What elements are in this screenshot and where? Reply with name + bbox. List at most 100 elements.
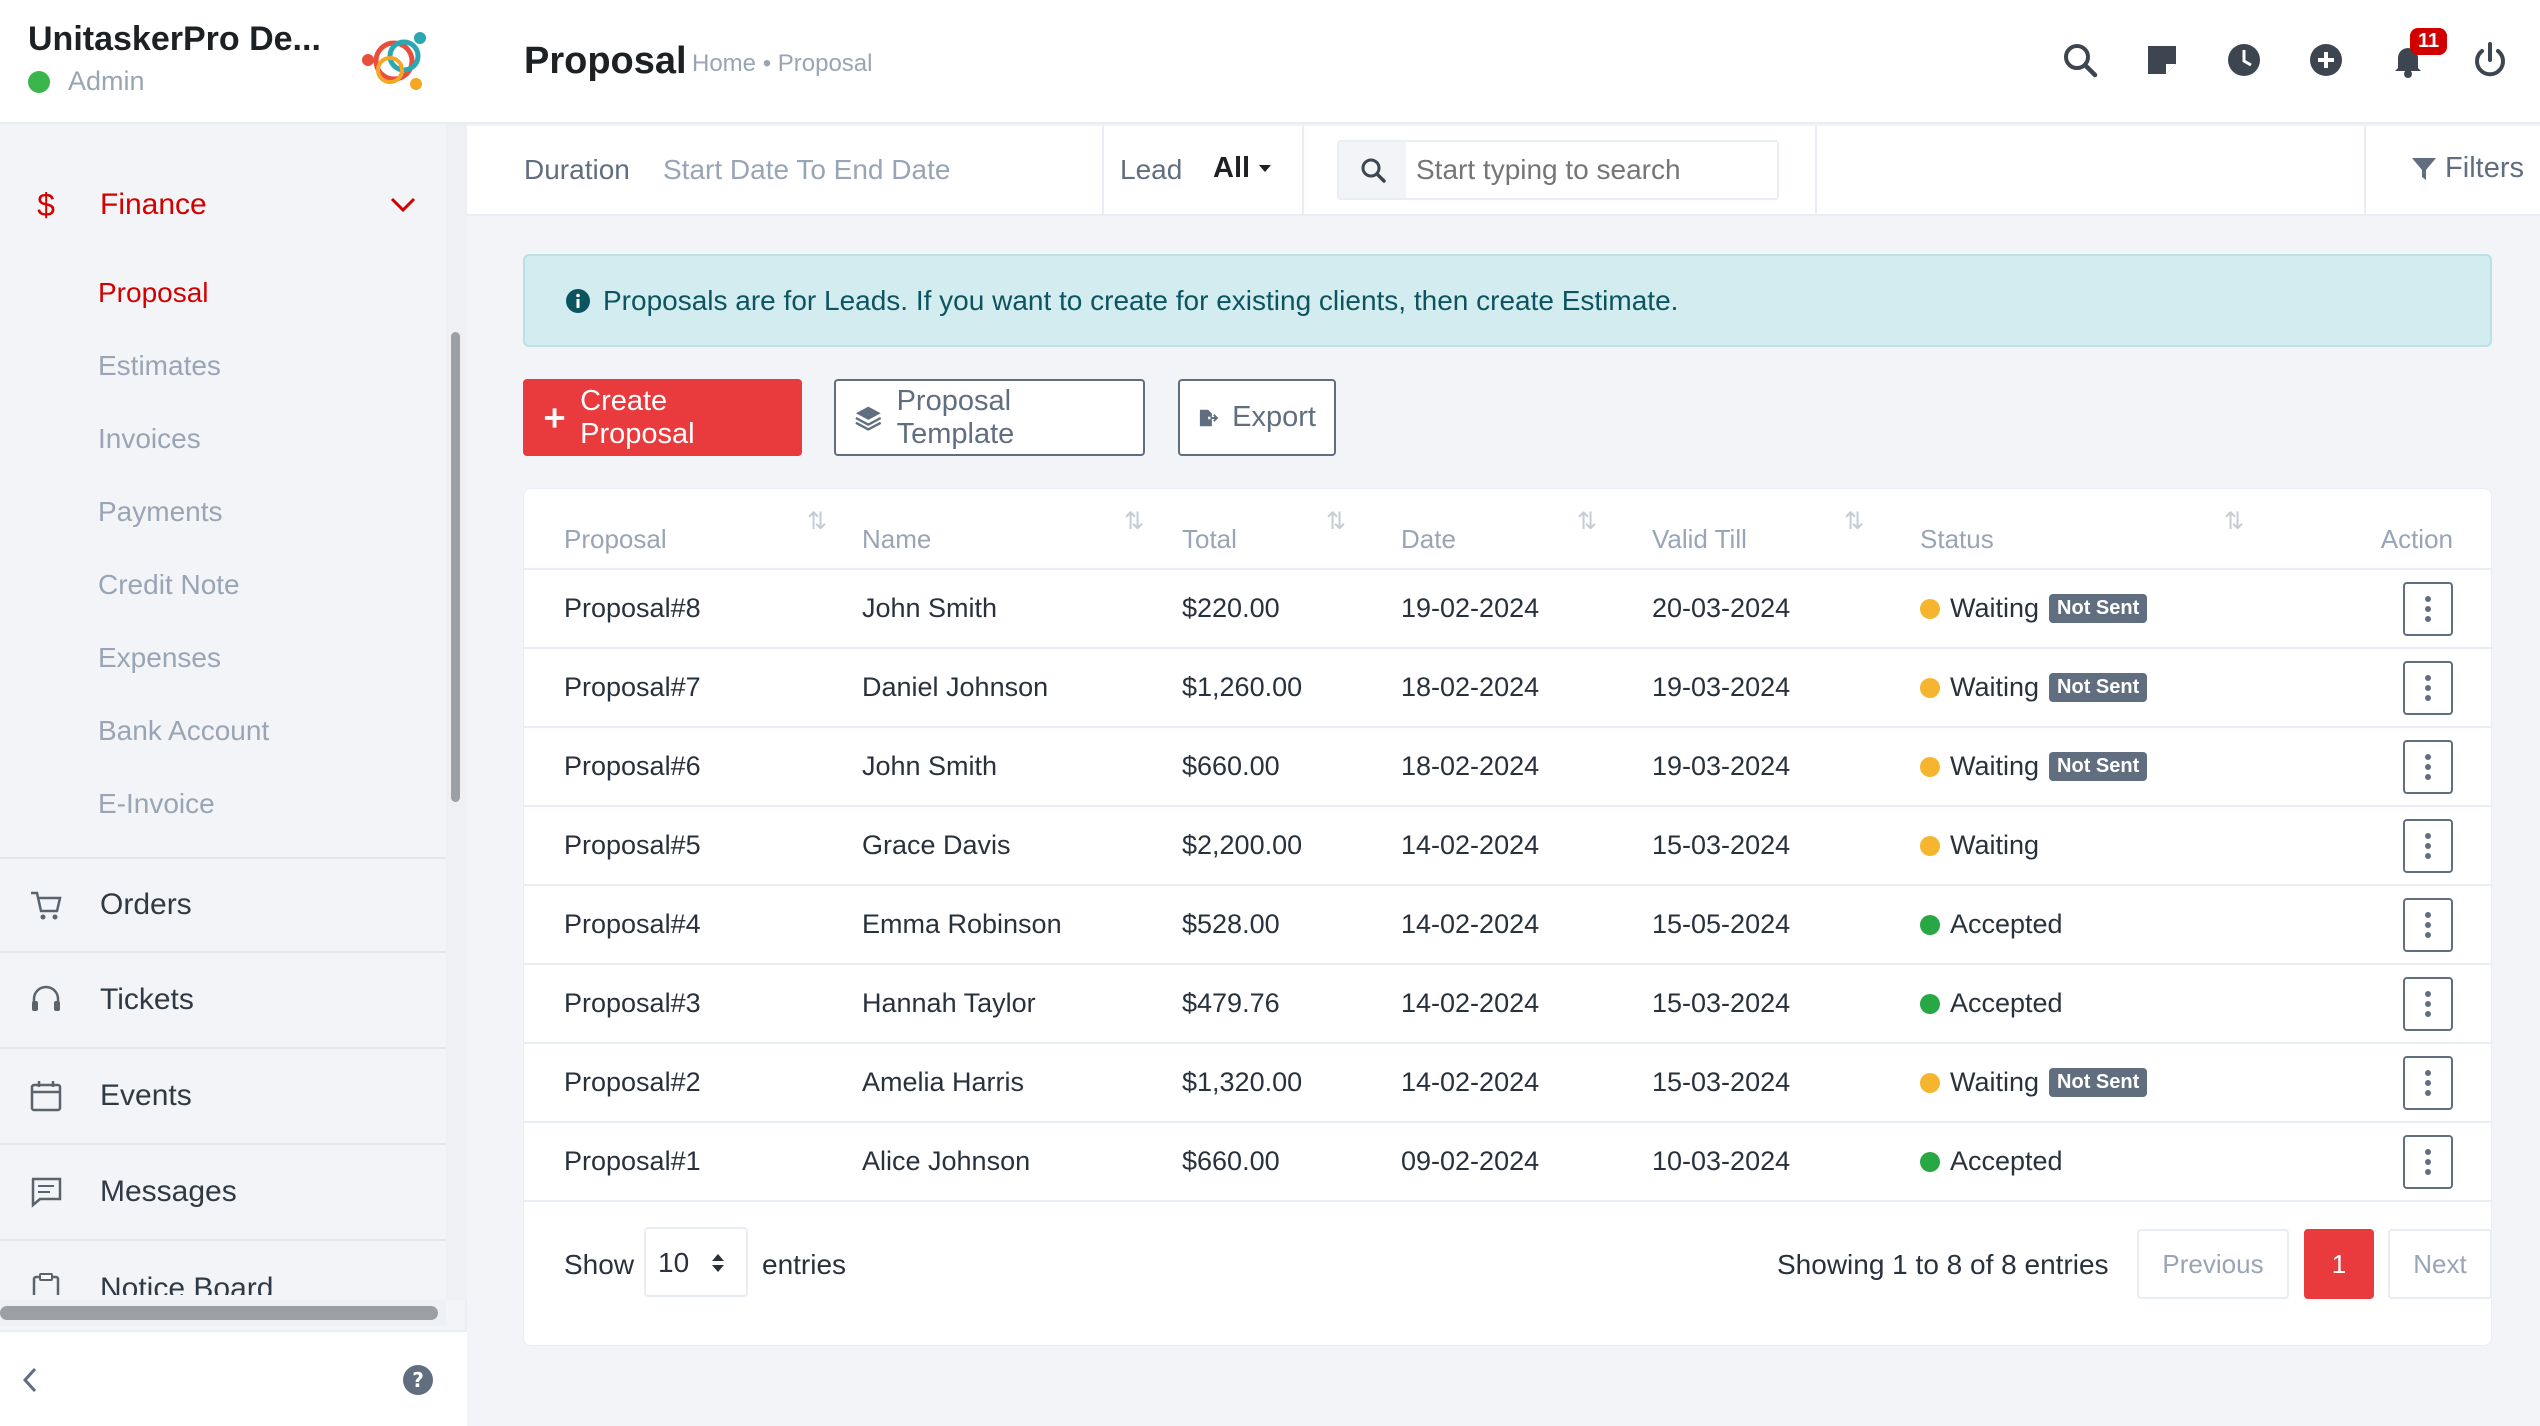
export-button[interactable]: Export xyxy=(1178,379,1336,456)
submenu-payments[interactable]: Payments xyxy=(98,496,223,527)
search-icon[interactable] xyxy=(2060,40,2100,80)
sidebar-horizontal-scrollbar-thumb[interactable] xyxy=(0,1306,438,1320)
row-actions-button[interactable] xyxy=(2403,897,2453,952)
table-row: Proposal#7 Daniel Johnson $1,260.00 18-02-2… xyxy=(524,648,2493,728)
pagination-summary: Showing 1 to 8 of 8 entries xyxy=(1777,1249,2109,1280)
help-icon[interactable]: ? xyxy=(402,1364,434,1396)
submenu-expenses[interactable]: Expenses xyxy=(98,642,221,673)
column-header-proposal[interactable]: Proposal ⇅ xyxy=(524,489,827,570)
column-header-name[interactable]: Name ⇅ xyxy=(822,489,1145,570)
chevron-down-icon[interactable] xyxy=(390,197,416,213)
sort-icon[interactable]: ⇅ xyxy=(1124,508,1145,535)
cell-action xyxy=(2260,964,2493,1044)
search-input[interactable] xyxy=(1406,142,1777,198)
menu-events-label: Events xyxy=(100,1079,192,1112)
breadcrumb[interactable]: Home • Proposal xyxy=(692,50,873,77)
cell-proposal[interactable]: Proposal#4 xyxy=(524,885,822,965)
cell-proposal[interactable]: Proposal#7 xyxy=(524,648,822,728)
table-row: Proposal#1 Alice Johnson $660.00 09-02-2024… xyxy=(524,1122,2493,1202)
status-label: Waiting xyxy=(1950,830,2040,860)
cell-total: $2,200.00 xyxy=(1142,806,1361,886)
menu-messages[interactable]: Messages xyxy=(0,1145,446,1241)
row-actions-button[interactable] xyxy=(2403,976,2453,1031)
cell-status: Waiting Not Sent xyxy=(1880,727,2260,807)
company-logo-icon[interactable] xyxy=(358,26,430,96)
sidebar-scrollbar-thumb[interactable] xyxy=(451,332,460,802)
cell-proposal[interactable]: Proposal#3 xyxy=(524,964,822,1044)
proposal-template-button[interactable]: Proposal Template xyxy=(834,379,1145,456)
row-actions-button[interactable] xyxy=(2403,581,2453,636)
cell-proposal[interactable]: Proposal#5 xyxy=(524,806,822,886)
next-page-button[interactable]: Next xyxy=(2388,1229,2492,1299)
row-actions-button[interactable] xyxy=(2403,1134,2453,1189)
clock-icon[interactable] xyxy=(2224,40,2264,80)
svg-text:?: ? xyxy=(412,1368,424,1392)
submenu-estimates[interactable]: Estimates xyxy=(98,350,221,381)
cell-proposal[interactable]: Proposal#6 xyxy=(524,727,822,807)
menu-tickets[interactable]: Tickets xyxy=(0,953,446,1049)
company-name[interactable]: UnitaskerPro De... xyxy=(28,20,321,58)
menu-finance[interactable]: $ Finance xyxy=(0,145,446,265)
sidebar-footer: ? xyxy=(0,1330,467,1426)
collapse-sidebar-icon[interactable] xyxy=(20,1366,40,1394)
notifications-button[interactable]: 11 xyxy=(2388,28,2448,80)
lead-select[interactable]: All xyxy=(1213,152,1272,185)
page-1-button[interactable]: 1 xyxy=(2304,1229,2374,1299)
cell-date: 14-02-2024 xyxy=(1361,1043,1612,1123)
submenu-credit-note[interactable]: Credit Note xyxy=(98,569,240,600)
sort-icon[interactable]: ⇅ xyxy=(1844,508,1865,535)
status-wrap: Accepted xyxy=(1920,988,2260,1019)
row-actions-button[interactable] xyxy=(2403,818,2453,873)
caret-down-icon xyxy=(1259,164,1272,172)
cell-action xyxy=(2260,806,2493,886)
table-body: Proposal#8 John Smith $220.00 19-02-2024 20-… xyxy=(524,569,2493,1202)
power-icon[interactable] xyxy=(2470,40,2510,80)
submenu-proposal[interactable]: Proposal xyxy=(98,277,209,308)
header-label: Total xyxy=(1182,524,1237,554)
cell-status: Accepted xyxy=(1880,1122,2260,1202)
previous-page-button[interactable]: Previous xyxy=(2137,1229,2289,1299)
filters-button[interactable]: Filters xyxy=(2411,152,2524,185)
column-header-date[interactable]: Date ⇅ xyxy=(1361,489,1612,570)
cell-proposal[interactable]: Proposal#8 xyxy=(524,569,822,649)
search-icon xyxy=(1361,158,1386,183)
table-header-row: Proposal ⇅ Name ⇅ Total ⇅ Date ⇅ Valid Till ⇅… xyxy=(524,489,2493,570)
page-size-select[interactable]: 10 xyxy=(644,1227,748,1297)
cell-name: Grace Davis xyxy=(822,806,1142,886)
sort-icon[interactable]: ⇅ xyxy=(1577,508,1598,535)
lead-label: Lead xyxy=(1120,154,1183,185)
duration-label: Duration xyxy=(524,154,630,185)
sort-icon[interactable]: ⇅ xyxy=(1326,508,1347,535)
submenu-e-invoice[interactable]: E-Invoice xyxy=(98,788,215,819)
cell-proposal[interactable]: Proposal#2 xyxy=(524,1043,822,1123)
submenu-invoices[interactable]: Invoices xyxy=(98,423,201,454)
submenu-bank-account[interactable]: Bank Account xyxy=(98,715,270,746)
header-label: Action xyxy=(2380,524,2453,554)
row-actions-button[interactable] xyxy=(2403,739,2453,794)
duration-date-range[interactable]: Start Date To End Date xyxy=(663,154,951,185)
cell-status: Waiting Not Sent xyxy=(1880,569,2260,649)
status-dot xyxy=(1920,1072,1940,1093)
row-actions-button[interactable] xyxy=(2403,660,2453,715)
menu-events[interactable]: Events xyxy=(0,1049,446,1145)
row-actions-button[interactable] xyxy=(2403,1055,2453,1110)
menu-orders[interactable]: Orders xyxy=(0,857,446,953)
page-size-control: Show 10 entries xyxy=(564,1227,846,1297)
add-circle-icon[interactable] xyxy=(2306,40,2346,80)
column-header-status[interactable]: Status ⇅ xyxy=(1880,489,2260,570)
cell-total: $660.00 xyxy=(1142,727,1361,807)
menu-orders-label: Orders xyxy=(100,888,192,921)
sort-icon[interactable]: ⇅ xyxy=(2224,508,2245,535)
cell-name: Amelia Harris xyxy=(822,1043,1142,1123)
create-proposal-button[interactable]: Create Proposal xyxy=(523,379,802,456)
column-header-valid-till[interactable]: Valid Till ⇅ xyxy=(1612,489,1880,570)
menu-notice-board[interactable]: Notice Board xyxy=(0,1241,446,1295)
sidebar-header: UnitaskerPro De... Admin xyxy=(0,0,467,124)
cell-total: $479.76 xyxy=(1142,964,1361,1044)
table-row: Proposal#8 John Smith $220.00 19-02-2024 20-… xyxy=(524,569,2493,649)
sticky-note-icon[interactable] xyxy=(2142,40,2182,80)
sidebar: UnitaskerPro De... Admin $ Finance Propo… xyxy=(0,0,467,1426)
column-header-total[interactable]: Total ⇅ xyxy=(1142,489,1361,570)
cell-proposal[interactable]: Proposal#1 xyxy=(524,1122,822,1202)
divider xyxy=(2364,126,2366,216)
